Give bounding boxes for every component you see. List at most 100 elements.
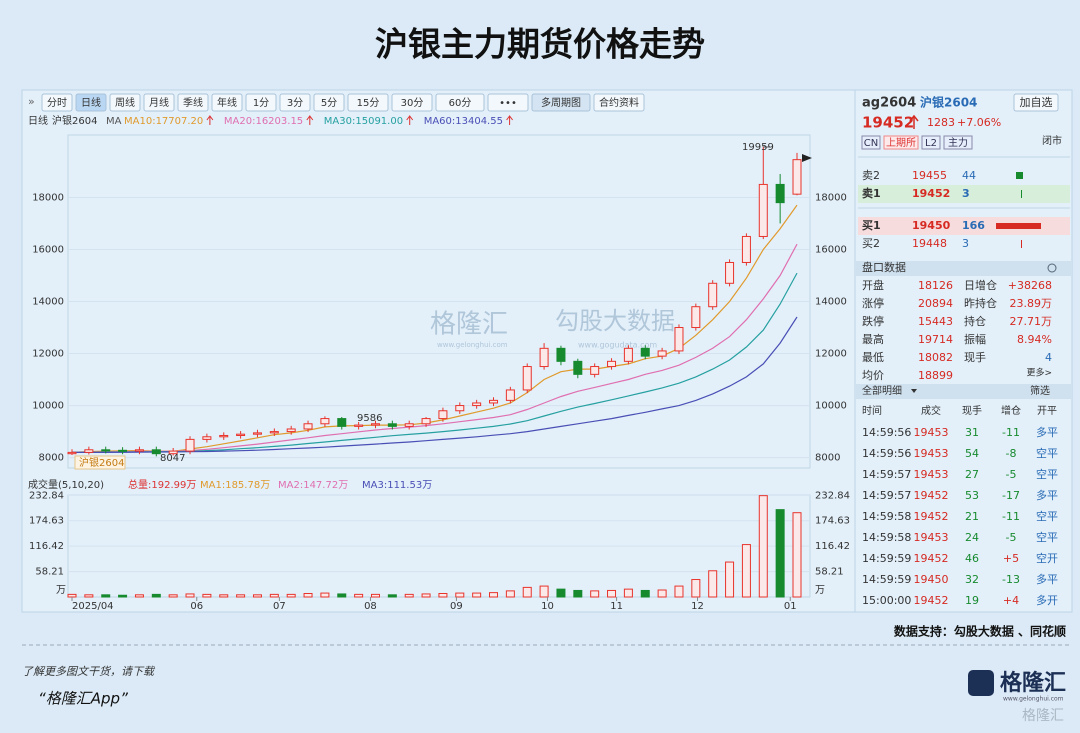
toolbar-label[interactable]: 30分 bbox=[401, 97, 424, 109]
toolbar-label[interactable]: 15分 bbox=[357, 97, 380, 109]
volume-bar bbox=[741, 544, 751, 598]
y-tick-label: 116.42 bbox=[29, 541, 64, 552]
volume-bar bbox=[590, 590, 600, 598]
y-tick-label: 58.21 bbox=[35, 567, 64, 578]
toolbar-button[interactable] bbox=[177, 93, 209, 112]
volume-bar bbox=[84, 594, 94, 598]
candle-body bbox=[219, 434, 229, 438]
candle-body bbox=[303, 423, 313, 430]
candle-body bbox=[741, 235, 751, 263]
book-price: 19448 bbox=[912, 237, 947, 250]
depth-bar bbox=[1021, 240, 1022, 248]
volume-bar bbox=[556, 588, 566, 598]
candle-body bbox=[252, 432, 262, 435]
filter-button[interactable]: 筛选 bbox=[1030, 384, 1050, 397]
trade-cell: 53 bbox=[965, 489, 979, 502]
volume-legend: MA1:185.78万 bbox=[200, 480, 270, 491]
watermark: 勾股大数据 bbox=[555, 307, 675, 335]
status: 闭市 bbox=[1042, 134, 1062, 147]
toolbar-label[interactable]: 周线 bbox=[115, 96, 135, 109]
toolbar-label[interactable]: 3分 bbox=[287, 97, 303, 109]
promo: 了解更多图文干货，请下载 bbox=[22, 665, 156, 678]
toolbar-label[interactable]: 季线 bbox=[183, 96, 203, 109]
toolbar-button[interactable] bbox=[143, 93, 175, 112]
settings-icon[interactable] bbox=[1047, 263, 1057, 273]
toolbar-button[interactable] bbox=[211, 93, 243, 112]
trade-cell: 19452 bbox=[914, 594, 949, 607]
stat-value: 18126 bbox=[918, 279, 953, 292]
trade-cell: -11 bbox=[1002, 426, 1020, 439]
source: 数据支持：勾股大数据 、同花顺 bbox=[894, 624, 1066, 639]
volume-bar bbox=[219, 594, 229, 598]
legend-arrow bbox=[306, 115, 314, 125]
toolbar-button[interactable] bbox=[41, 93, 73, 112]
toolbar-button[interactable] bbox=[435, 93, 485, 112]
add-button[interactable] bbox=[1013, 93, 1059, 112]
toolbar-label[interactable]: 1分 bbox=[253, 97, 269, 109]
trade-cell: 19452 bbox=[914, 489, 949, 502]
toolbar-label[interactable]: 月线 bbox=[149, 96, 169, 109]
volume-bar bbox=[134, 594, 144, 598]
toolbar-label[interactable]: 合约资料 bbox=[599, 96, 639, 109]
candle-body bbox=[792, 159, 802, 195]
toolbar-button[interactable] bbox=[391, 93, 433, 112]
stat-value: +38268 bbox=[1008, 279, 1052, 292]
contract-name: 沪银2604 bbox=[920, 95, 977, 110]
trade-cell: 19452 bbox=[914, 510, 949, 523]
stat-label: 均价 bbox=[862, 369, 884, 382]
volume-bar bbox=[674, 585, 684, 598]
candle-body bbox=[623, 347, 633, 362]
tag: 主力 bbox=[948, 136, 968, 149]
toolbar-label[interactable]: ••• bbox=[499, 98, 517, 109]
x-tick-label: 07 bbox=[273, 601, 286, 612]
section-bar bbox=[856, 384, 1071, 399]
y-tick-label: 16000 bbox=[32, 244, 64, 255]
legend-entry: MA20:16203.15 bbox=[224, 116, 303, 127]
toolbar-button[interactable] bbox=[109, 93, 141, 112]
add-label[interactable]: 加自选 bbox=[1020, 96, 1053, 109]
toolbar-button[interactable] bbox=[75, 93, 107, 112]
trade-cell: 14:59:58 bbox=[862, 510, 911, 523]
trade-cell: -5 bbox=[1006, 531, 1017, 544]
logo: 格隆汇 bbox=[1000, 670, 1066, 696]
candle-body bbox=[539, 347, 549, 368]
toolbar-button[interactable] bbox=[487, 93, 529, 112]
candle-body bbox=[522, 366, 532, 391]
volume-bar bbox=[691, 579, 701, 598]
y-tick-label-right: 18000 bbox=[815, 192, 847, 203]
trade-cell: 19453 bbox=[914, 531, 949, 544]
toolbar-button[interactable] bbox=[593, 93, 645, 112]
trade-cell: 19453 bbox=[914, 468, 949, 481]
toolbar-label[interactable]: 5分 bbox=[321, 97, 337, 109]
candle-body bbox=[134, 449, 144, 452]
toolbar-button[interactable] bbox=[245, 93, 277, 112]
trade-cell: +5 bbox=[1003, 552, 1019, 565]
watermark: 格隆汇 bbox=[430, 310, 508, 340]
volume-bar bbox=[758, 495, 768, 598]
toolbar-button[interactable] bbox=[347, 93, 389, 112]
collapse-icon[interactable]: » bbox=[28, 95, 35, 108]
candle-body bbox=[236, 433, 246, 436]
trade-cell: 15:00:00 bbox=[862, 594, 911, 607]
y-tick-label: 8000 bbox=[39, 453, 64, 464]
volume-bar bbox=[236, 594, 246, 598]
toolbar-button[interactable] bbox=[279, 93, 311, 112]
toolbar-label[interactable]: 60分 bbox=[449, 97, 472, 109]
trade-cell: 46 bbox=[965, 552, 979, 565]
volume-bar bbox=[539, 585, 549, 598]
volume-bar bbox=[101, 594, 111, 598]
toolbar-label[interactable]: 分时 bbox=[47, 97, 67, 109]
y-tick-label-right: 12000 bbox=[815, 349, 847, 360]
y-tick-label-right: 14000 bbox=[815, 297, 847, 308]
legend-ma: MA bbox=[106, 116, 122, 127]
trade-header: 现手 bbox=[962, 404, 982, 417]
toolbar-button[interactable] bbox=[531, 93, 591, 112]
annotation: 19959 bbox=[742, 142, 774, 153]
toolbar-button[interactable] bbox=[313, 93, 345, 112]
more-link[interactable]: 更多> bbox=[1026, 367, 1052, 379]
toolbar-label[interactable]: 日线 bbox=[81, 96, 101, 109]
trade-cell: 14:59:59 bbox=[862, 552, 911, 565]
toolbar-label[interactable]: 年线 bbox=[217, 96, 237, 109]
toolbar-label[interactable]: 多周期图 bbox=[541, 96, 581, 109]
candle-body bbox=[404, 423, 414, 427]
